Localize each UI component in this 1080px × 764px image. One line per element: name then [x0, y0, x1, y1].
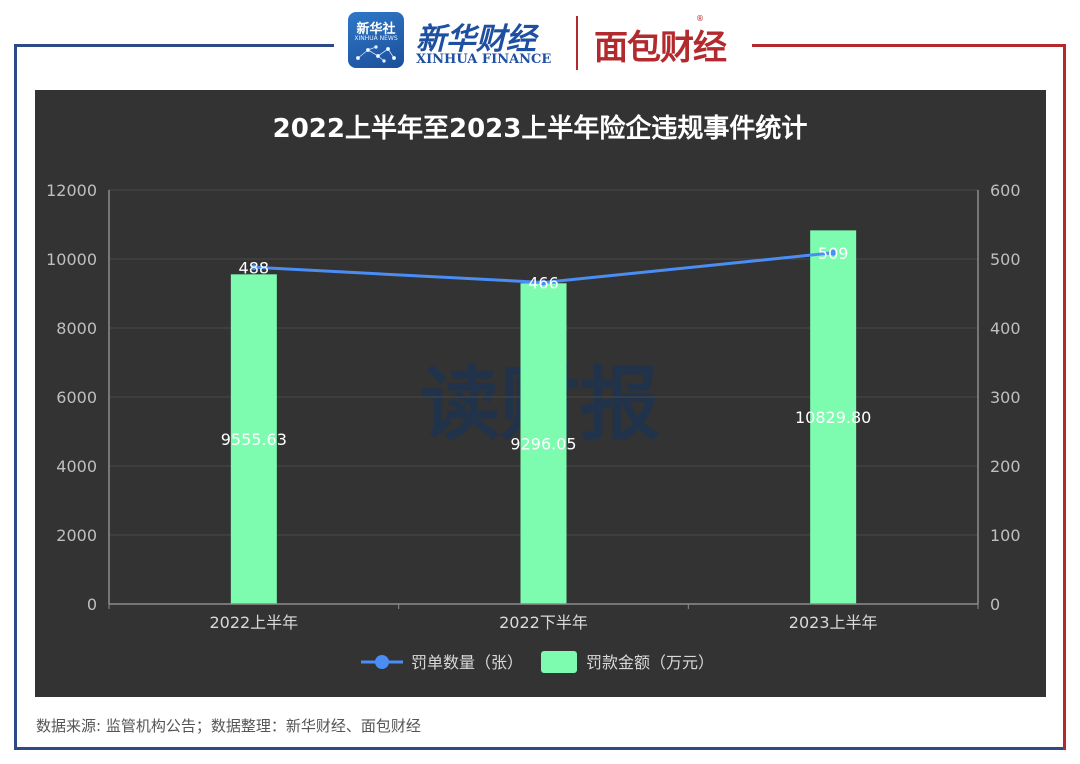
xinhua-finance-en-logo: XINHUA FINANCE — [416, 52, 552, 67]
y-right-tick-label: 200 — [990, 457, 1021, 476]
data-source-note: 数据来源: 监管机构公告；数据整理：新华财经、面包财经 — [36, 717, 421, 735]
y-left-tick-label: 8000 — [56, 319, 97, 338]
frame-line-red-top — [752, 44, 1066, 47]
line-point — [540, 279, 547, 286]
logo-divider — [576, 16, 578, 70]
line-value-label: 509 — [818, 244, 849, 263]
y-left-tick-label: 10000 — [46, 250, 97, 269]
bar — [520, 283, 567, 604]
header-logos: 新华社 XINHUA NEWS 新华财经 XINHUA FINANCE 面包财经… — [344, 10, 744, 74]
frame-line-blue-left — [14, 44, 17, 750]
y-right-tick-label: 500 — [990, 250, 1021, 269]
bar — [810, 230, 857, 605]
x-tick-label: 2023上半年 — [789, 613, 878, 632]
y-left-tick-label: 6000 — [56, 388, 97, 407]
legend-rect-swatch — [541, 651, 577, 673]
frame-line-blue-bottom — [14, 747, 1066, 750]
bar-value-label: 9296.05 — [510, 435, 576, 454]
xinhua-badge-title: 新华社 — [356, 22, 396, 37]
legend-label: 罚单数量（张） — [411, 653, 523, 672]
frame-line-blue-top — [14, 44, 334, 47]
x-tick-label: 2022上半年 — [209, 613, 298, 632]
chart-panel: 2022上半年至2023上半年险企违规事件统计 读财报 9555.639296.… — [35, 90, 1046, 697]
frame-line-red-right — [1063, 44, 1066, 750]
line-value-label: 466 — [528, 273, 559, 292]
network-icon — [356, 45, 397, 63]
registered-mark: ® — [696, 14, 704, 23]
legend-label: 罚款金额（万元） — [586, 653, 714, 672]
chart-title: 2022上半年至2023上半年险企违规事件统计 — [273, 113, 808, 144]
y-left-tick-label: 4000 — [56, 457, 97, 476]
legend-circle-swatch — [375, 655, 389, 669]
y-left-tick-label: 12000 — [46, 181, 97, 200]
xinhua-badge-sub: XINHUA NEWS — [354, 35, 398, 42]
y-right-tick-label: 600 — [990, 181, 1021, 200]
xinhua-news-logo: 新华社 XINHUA NEWS — [348, 12, 404, 68]
bar-value-label: 9555.63 — [221, 430, 287, 449]
line-value-label: 488 — [239, 258, 270, 277]
mianbao-finance-logo: 面包财经 — [594, 28, 727, 68]
x-tick-label: 2022下半年 — [499, 613, 588, 632]
y-right-tick-label: 0 — [990, 595, 1000, 614]
y-right-tick-label: 100 — [990, 526, 1021, 545]
line-point — [830, 249, 837, 256]
chart: 2022上半年至2023上半年险企违规事件统计 读财报 9555.639296.… — [46, 113, 1021, 673]
bar — [230, 274, 277, 604]
line-point — [250, 264, 257, 271]
y-left-tick-label: 0 — [87, 595, 97, 614]
y-right-tick-label: 400 — [990, 319, 1021, 338]
y-right-tick-label: 300 — [990, 388, 1021, 407]
bar-value-label: 10829.80 — [795, 408, 871, 427]
y-left-tick-label: 2000 — [56, 526, 97, 545]
xinhua-finance-cn-logo: 新华财经 — [416, 22, 536, 57]
